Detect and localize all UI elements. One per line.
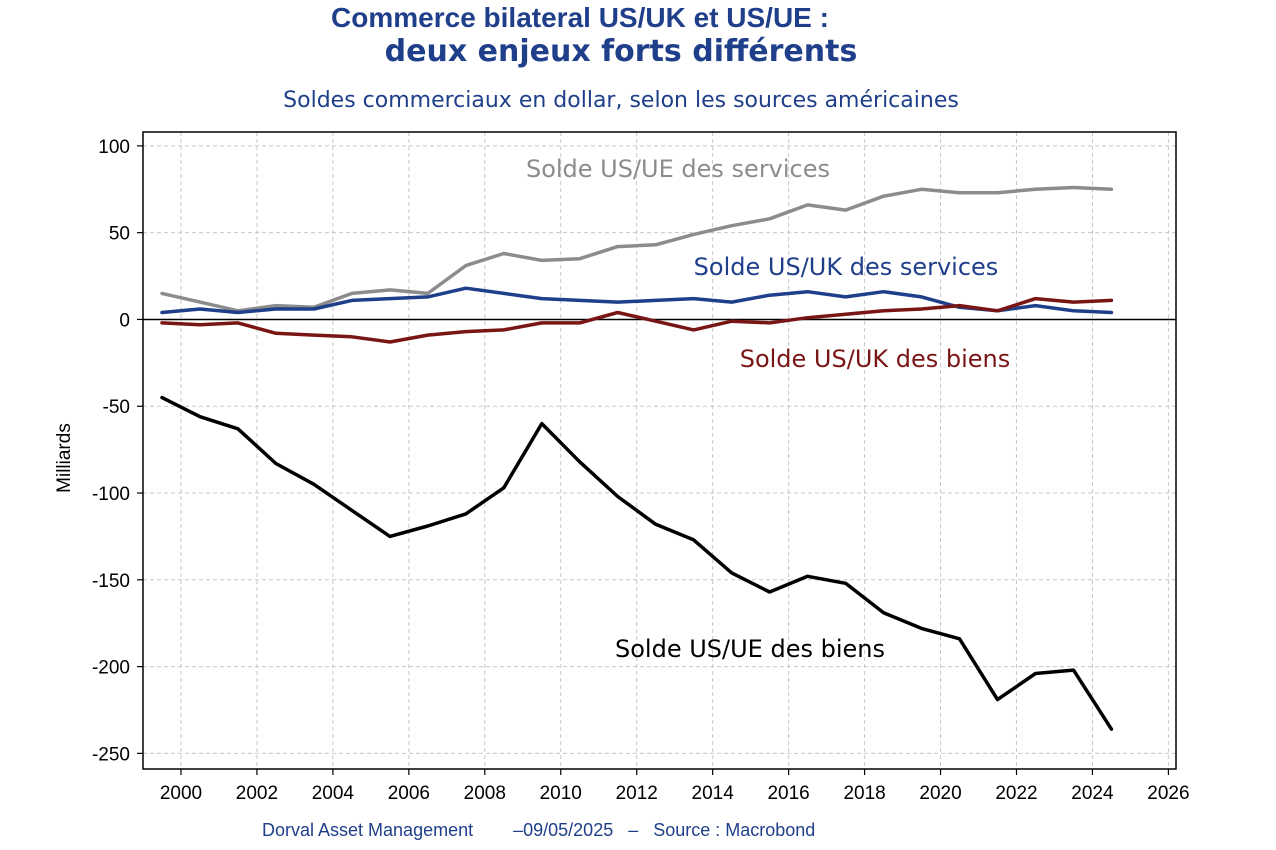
x-tick-label: 2016 — [767, 783, 809, 804]
y-tick-label: 50 — [109, 224, 130, 245]
y-tick-label: 0 — [119, 310, 130, 331]
series-line-us-ue-biens — [160, 395, 1114, 731]
x-tick-label: 2012 — [616, 783, 658, 804]
chart-title-line2: deux enjeux forts différents — [384, 34, 858, 69]
x-tick-label: 2002 — [236, 783, 278, 804]
label-us-uk-services: Solde US/UK des services — [694, 253, 999, 281]
x-tick-label: 2018 — [843, 783, 885, 804]
x-tick-label: 2004 — [312, 783, 355, 804]
y-tick-label: -150 — [92, 571, 130, 592]
x-tick-label: 2008 — [464, 783, 506, 804]
series-layer — [160, 185, 1114, 731]
series-line-us-ue-services — [160, 185, 1114, 313]
x-tick-label: 2010 — [540, 783, 582, 804]
grid-layer — [143, 132, 1176, 769]
y-tick-label: -100 — [92, 484, 130, 505]
y-tick-label: 100 — [98, 137, 130, 158]
y-tick-label: -200 — [92, 658, 130, 679]
x-tick-label: 2014 — [692, 783, 735, 804]
y-tick-label: -50 — [103, 397, 130, 418]
y-axis-label: Milliards — [54, 423, 75, 493]
label-layer: Solde US/UE des services Solde US/UK des … — [526, 155, 1010, 663]
x-tick-label: 2022 — [995, 783, 1037, 804]
chart-subtitle: Soldes commerciaux en dollar, selon les … — [283, 88, 959, 113]
chart-title-line1: Commerce bilateral US/UK et US/UE : — [331, 2, 829, 33]
x-tick-label: 2006 — [388, 783, 430, 804]
x-tick-label: 2024 — [1071, 783, 1114, 804]
label-us-uk-biens: Solde US/UK des biens — [740, 345, 1011, 373]
series-line-us-uk-biens — [160, 296, 1114, 344]
y-tick-label: -250 — [92, 744, 130, 765]
label-us-ue-biens: Solde US/UE des biens — [615, 635, 885, 663]
plot-frame — [142, 131, 1177, 770]
footer-source: Dorval Asset Management –09/05/2025 – So… — [262, 820, 816, 840]
label-us-ue-services: Solde US/UE des services — [526, 155, 830, 183]
axis-layer: 2000 2002 2004 2006 2008 2010 2012 2014 2016 2018… — [92, 137, 1190, 804]
x-tick-label: 2026 — [1147, 783, 1189, 804]
x-tick-label: 2020 — [919, 783, 961, 804]
x-tick-label: 2000 — [160, 783, 202, 804]
